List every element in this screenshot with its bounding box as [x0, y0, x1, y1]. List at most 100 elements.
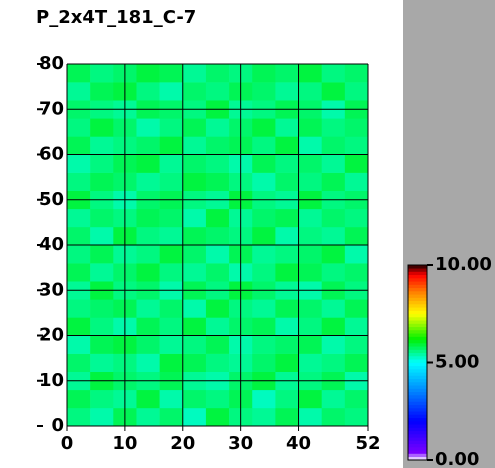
- heatmap-cell: [321, 82, 346, 101]
- heatmap-cell: [344, 64, 369, 83]
- heatmap-cell: [252, 245, 276, 264]
- x-tick-label: 52: [355, 433, 380, 454]
- heatmap-cell: [182, 226, 207, 246]
- heatmap-cell: [344, 82, 369, 101]
- colorbar-segment: [408, 304, 427, 308]
- heatmap-cell: [159, 136, 184, 155]
- heatmap-cell: [67, 208, 91, 228]
- heatmap-cell: [182, 389, 207, 409]
- colorbar-segment: [408, 411, 427, 415]
- colorbar-segment: [408, 307, 427, 311]
- heatmap-cell: [136, 82, 160, 101]
- colorbar-tick-label: 10.00: [435, 254, 492, 275]
- heatmap-cell: [344, 154, 369, 173]
- heatmap-cell: [344, 263, 369, 282]
- heatmap-cell: [344, 172, 369, 191]
- heatmap-cell: [252, 118, 276, 137]
- heatmap-cell: [182, 64, 207, 83]
- colorbar-segment: [408, 336, 427, 341]
- heatmap-cell: [298, 226, 322, 246]
- heatmap-cell: [67, 389, 91, 409]
- heatmap-cell: [159, 407, 184, 427]
- heatmap-cell: [67, 245, 91, 264]
- colorbar-segment: [408, 281, 427, 285]
- heatmap-cell: [252, 154, 276, 173]
- heatmap-cell: [90, 263, 114, 282]
- heatmap-cell: [298, 172, 322, 191]
- heatmap-cell: [344, 226, 369, 246]
- colorbar-segment: [408, 349, 427, 354]
- colorbar-segment: [408, 278, 427, 282]
- heatmap-cell: [298, 118, 322, 137]
- heatmap-cell: [182, 299, 207, 318]
- heatmap-cell: [344, 335, 369, 354]
- heatmap-cell: [136, 245, 160, 264]
- heatmap-cell: [159, 317, 184, 336]
- colorbar-segment: [408, 323, 427, 328]
- heatmap-cell: [182, 335, 207, 354]
- colorbar-segment: [408, 326, 427, 331]
- colorbar-segment: [408, 388, 427, 393]
- heatmap-cell: [159, 389, 184, 409]
- colorbar-segment: [408, 440, 427, 445]
- heatmap-cell: [205, 317, 230, 336]
- heatmap-cell: [275, 407, 299, 427]
- colorbar-segment: [408, 395, 427, 399]
- heatmap-cell: [159, 82, 184, 101]
- heatmap-cell: [136, 64, 160, 83]
- x-tick-label: 30: [228, 433, 253, 454]
- heatmap-cell: [252, 335, 276, 354]
- heatmap-cell: [321, 136, 346, 155]
- heatmap-cell: [298, 335, 322, 354]
- heatmap-cell: [136, 389, 160, 409]
- heatmap-cell: [298, 136, 322, 155]
- colorbar-segment: [408, 375, 427, 380]
- colorbar-segment: [408, 382, 427, 386]
- heatmap-cell: [298, 299, 322, 318]
- heatmap-cell: [298, 317, 322, 336]
- heatmap-cell: [159, 299, 184, 318]
- heatmap-cell: [159, 118, 184, 137]
- heatmap-cell: [182, 172, 207, 191]
- heatmap-cell: [90, 317, 114, 336]
- heatmap-cell: [252, 64, 276, 83]
- heatmap-cell: [67, 136, 91, 155]
- heatmap-cell: [321, 407, 346, 427]
- heatmap-cell: [182, 245, 207, 264]
- heatmap-cell: [252, 136, 276, 155]
- heatmap-cell: [275, 118, 299, 137]
- heatmap-cell: [205, 208, 230, 228]
- heatmap-cell: [90, 118, 114, 137]
- colorbar-tick-label: 5.00: [435, 352, 479, 373]
- heatmap-cell: [298, 208, 322, 228]
- colorbar-segment: [408, 450, 427, 454]
- heatmap-cell: [205, 226, 230, 246]
- colorbar-segment: [408, 359, 427, 363]
- heatmap-cell: [67, 335, 91, 354]
- heatmap-cell: [298, 64, 322, 83]
- colorbar-segment: [408, 378, 427, 383]
- heatmap-cell: [136, 226, 160, 246]
- heatmap-cell: [90, 64, 114, 83]
- heatmap-cell: [90, 172, 114, 191]
- colorbar-segment: [408, 333, 427, 337]
- heatmap-cell: [67, 317, 91, 336]
- heatmap-cell: [275, 263, 299, 282]
- heatmap-cell: [275, 64, 299, 83]
- colorbar-segment: [408, 287, 427, 292]
- heatmap-cell: [182, 317, 207, 336]
- heatmap-cell: [205, 154, 230, 173]
- heatmap-cell: [275, 226, 299, 246]
- heatmap-cell: [182, 82, 207, 101]
- heatmap-cell: [205, 136, 230, 155]
- heatmap-cell: [321, 226, 346, 246]
- heatmap-cell: [298, 82, 322, 101]
- heatmap-cell: [275, 136, 299, 155]
- heatmap-cell: [252, 226, 276, 246]
- heatmap-cell: [90, 335, 114, 354]
- heatmap-cell: [90, 299, 114, 318]
- heatmap-cell: [252, 172, 276, 191]
- heatmap-cell: [252, 353, 276, 372]
- heatmap-cell: [321, 299, 346, 318]
- heatmap-cell: [252, 299, 276, 318]
